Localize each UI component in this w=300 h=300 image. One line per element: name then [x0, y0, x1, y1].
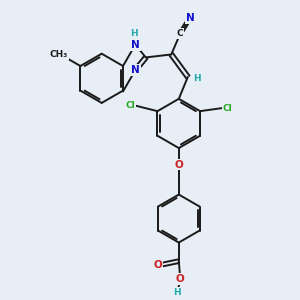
Text: O: O — [153, 260, 162, 270]
Text: C: C — [177, 29, 184, 38]
Text: CH₃: CH₃ — [50, 50, 68, 59]
Text: Cl: Cl — [222, 103, 232, 112]
Text: H: H — [130, 29, 138, 38]
Text: O: O — [174, 160, 183, 170]
Text: O: O — [176, 274, 185, 284]
Text: Cl: Cl — [126, 101, 135, 110]
Text: N: N — [131, 40, 140, 50]
Text: H: H — [194, 74, 201, 83]
Text: N: N — [186, 14, 195, 23]
Text: N: N — [131, 65, 140, 75]
Text: H: H — [173, 288, 181, 297]
